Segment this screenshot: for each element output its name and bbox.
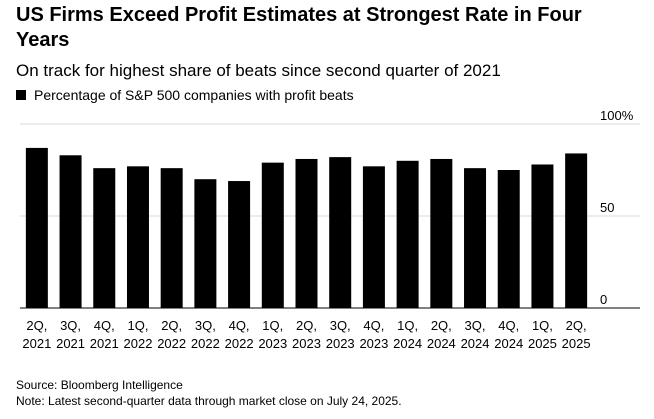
source-note: Source: Bloomberg Intelligence [16, 378, 183, 392]
x-tick-label-quarter: 2Q, [26, 318, 47, 333]
x-tick-label-year: 2022 [225, 336, 254, 351]
x-tick-label-year: 2024 [461, 336, 490, 351]
x-tick-label-year: 2025 [528, 336, 557, 351]
bar [295, 158, 318, 308]
x-tick-label-quarter: 4Q, [94, 318, 115, 333]
y-tick-label: 100% [600, 108, 634, 123]
bar [497, 170, 520, 308]
bar [531, 164, 554, 308]
bar [396, 160, 419, 308]
bar [362, 166, 385, 308]
legend-swatch [16, 90, 26, 100]
chart-subtitle: On track for highest share of beats sinc… [16, 61, 501, 80]
x-tick-label-year: 2023 [258, 336, 287, 351]
x-tick-label-quarter: 3Q, [330, 318, 351, 333]
x-tick-label-year: 2025 [562, 336, 591, 351]
bar [464, 168, 487, 308]
x-tick-label-quarter: 4Q, [498, 318, 519, 333]
y-tick-label: 50 [600, 200, 614, 215]
x-tick-label-quarter: 3Q, [195, 318, 216, 333]
x-tick-label-year: 2021 [22, 336, 51, 351]
x-tick-label-quarter: 2Q, [566, 318, 587, 333]
legend-label: Percentage of S&P 500 companies with pro… [34, 87, 354, 103]
x-tick-label-year: 2022 [124, 336, 153, 351]
x-tick-label-quarter: 1Q, [127, 318, 148, 333]
bar [261, 162, 284, 308]
x-tick-label-quarter: 3Q, [465, 318, 486, 333]
bar [25, 147, 48, 308]
bar [160, 168, 183, 308]
bar [565, 153, 588, 308]
x-tick-label-year: 2022 [157, 336, 186, 351]
bar [194, 179, 217, 308]
x-tick-label-quarter: 2Q, [296, 318, 317, 333]
x-tick-label-year: 2024 [427, 336, 456, 351]
x-tick-label-quarter: 4Q, [363, 318, 384, 333]
bar [126, 166, 149, 308]
y-tick-label: 0 [600, 292, 607, 307]
x-tick-label-year: 2021 [90, 336, 119, 351]
x-tick-label-quarter: 1Q, [532, 318, 553, 333]
bar [59, 155, 82, 308]
x-tick-label-quarter: 1Q, [397, 318, 418, 333]
footnote: Note: Latest second-quarter data through… [16, 394, 402, 408]
x-tick-label-year: 2021 [56, 336, 85, 351]
bar [329, 157, 352, 308]
legend: Percentage of S&P 500 companies with pro… [16, 86, 354, 104]
chart-title: US Firms Exceed Profit Estimates at Stro… [16, 4, 582, 51]
x-tick-label-quarter: 4Q, [229, 318, 250, 333]
x-tick-label-quarter: 1Q, [262, 318, 283, 333]
x-tick-label-year: 2024 [494, 336, 523, 351]
bar [430, 158, 453, 308]
x-tick-label-year: 2022 [191, 336, 220, 351]
bar [228, 181, 251, 308]
x-tick-label-quarter: 2Q, [431, 318, 452, 333]
x-tick-label-quarter: 2Q, [161, 318, 182, 333]
bar [93, 168, 116, 308]
bar-chart: 0 50 100% 2Q, 2021 3Q, 2021 4Q, 2021 1Q, 2022 2Q, 20… [20, 108, 640, 351]
x-tick-label-year: 2023 [359, 336, 388, 351]
x-tick-label-quarter: 3Q, [60, 318, 81, 333]
x-tick-label-year: 2024 [393, 336, 422, 351]
x-tick-label-year: 2023 [292, 336, 321, 351]
x-tick-label-year: 2023 [326, 336, 355, 351]
